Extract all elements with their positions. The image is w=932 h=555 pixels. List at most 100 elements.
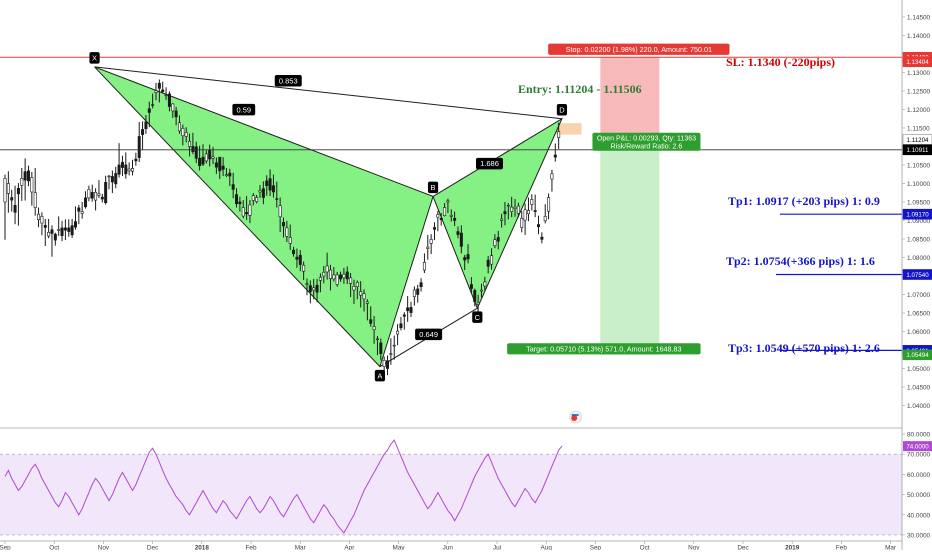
candle-body [476,302,480,305]
candle-body [399,323,403,329]
candle [295,248,299,268]
candle [322,265,326,284]
candle [429,234,433,255]
candle-body [288,237,292,244]
point-label-d-bg [556,103,568,116]
stop-label: Stop: 0.02200 (1.98%) 220.0, Amount: 750… [548,43,730,55]
rsi-line [4,439,563,534]
candle-body [278,205,282,218]
stop-label-bg [548,43,730,55]
tp3-annotation: Tp3: 1.0549 (+570 pips) 1: 2.6 [728,341,880,355]
candle-body [144,121,148,130]
point-label-x-text: X [92,54,97,63]
candle [258,184,262,198]
point-label-a-text: A [377,371,382,380]
candle-body [90,192,94,199]
candle-body [469,284,473,289]
candle-body [231,184,235,190]
candle-body [110,176,114,183]
ratio-label-b-d-bg [475,157,503,170]
candle [409,301,413,318]
candle-body [16,187,20,195]
candle [114,166,118,189]
candle [144,115,148,134]
ratio-label-x-b-text: 0.59 [236,105,251,114]
point-label-b: B [427,181,439,194]
candle-body [50,229,54,234]
candle [443,203,447,217]
candle-body [6,183,10,194]
candle-body [389,353,393,355]
candle [493,234,497,249]
candle-body [73,221,77,228]
price-badge: 1.10911 [902,144,932,156]
ratio-label-a-c: 0.649 [415,328,443,341]
candle-body [443,207,447,216]
pattern-line-xd [94,66,562,120]
candle-body [305,283,309,285]
candle [422,253,426,274]
candle [53,232,57,246]
candle-body [201,156,205,165]
candle [496,230,500,250]
candle [396,324,400,346]
candle-body [362,293,366,300]
candle-body [268,178,272,191]
price-tick-label: 1.05000 [907,366,931,373]
candle [154,82,158,101]
candle-body [251,195,255,201]
candle-body [53,233,57,241]
candle-body [57,229,61,231]
candle [365,299,369,321]
candle-body [422,261,426,271]
candle-body [473,290,477,303]
candle-body [84,197,88,208]
candle-body [124,164,128,175]
candle-body [261,188,265,198]
ratio-label-x-d: 0.853 [274,75,302,87]
time-tick-label: Feb [836,545,847,551]
candle-body [496,237,500,242]
candle [278,197,282,232]
price-tick-label: 1.14500 [907,14,931,21]
candle-body [137,136,141,158]
candle [47,218,51,239]
candle [224,167,228,178]
candle-body [345,271,349,280]
rsi-tick-label: 70.0000 [907,452,931,459]
candle-body [177,122,181,132]
price-badge-text: 1.13404 [906,59,929,66]
candle [308,280,312,304]
candle-body [322,271,326,277]
price-tick-label: 1.07000 [907,292,931,299]
candle-body [285,227,289,237]
candle [339,271,343,282]
candle-body [47,232,51,237]
candle-body [208,149,212,160]
candle-body [60,227,64,236]
candle [355,280,359,300]
candle [523,203,527,235]
candle [335,271,339,287]
candle [446,198,450,214]
candle [436,210,440,232]
ratio-label-a-c-bg [415,328,443,341]
candle [204,150,208,164]
rsi-tick-label: 30.0000 [907,532,931,539]
tp2-annotation: Tp2: 1.0754(+366 pips) 1: 1.6 [726,254,875,268]
candle [184,127,188,143]
candle-body [540,236,544,240]
candle [285,220,289,242]
candle [520,210,524,233]
candle [201,144,205,167]
pnl-label: Open P&L: 0.00293, Qty: 11363Risk/Reward… [592,132,701,151]
point-label-a-bg [374,369,386,382]
rsi-band [0,454,902,535]
candle [473,288,477,307]
candle [63,219,67,241]
candle-body [40,216,44,224]
tp1-annotation: Tp1: 1.0917 (+203 pips) 1: 0.9 [728,194,880,208]
price-tick-label: 1.09000 [907,218,931,225]
time-tick-label: Mar [295,545,307,551]
